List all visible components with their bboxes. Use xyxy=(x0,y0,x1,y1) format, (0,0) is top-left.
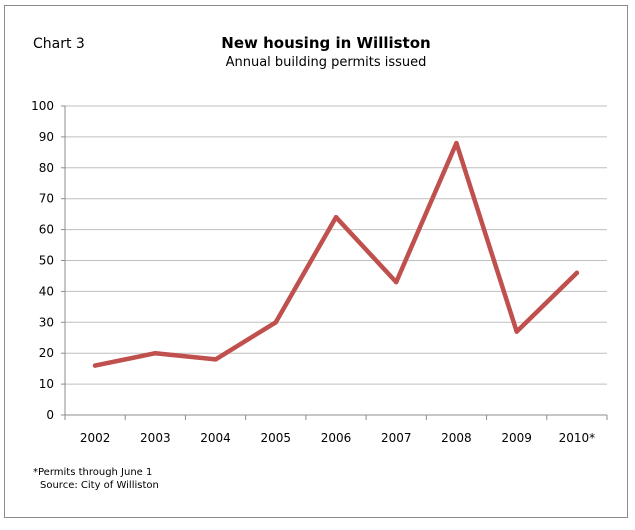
data-point xyxy=(454,140,459,146)
gridlines xyxy=(65,105,607,385)
x-tick-label: 2003 xyxy=(140,431,171,445)
x-tick-labels: 2002 2003 2004 2005 2006 2007 2008 2009 2010* xyxy=(80,431,595,445)
data-point xyxy=(333,215,339,220)
y-tick-label: 10 xyxy=(39,377,54,391)
x-tick-label: 2006 xyxy=(321,431,352,445)
axes xyxy=(61,105,608,420)
footnote: *Permits through June 1 xyxy=(33,467,153,478)
series-layer xyxy=(92,140,580,368)
chart-frame xyxy=(4,5,628,518)
chart-number: Chart 3 xyxy=(33,36,85,52)
data-point xyxy=(574,270,580,276)
y-tick-label: 0 xyxy=(46,408,54,422)
y-tick-labels: 0 10 20 30 40 50 60 70 80 90 100 xyxy=(31,99,54,422)
data-point xyxy=(213,357,218,362)
x-tick-label: 2005 xyxy=(261,431,292,445)
x-tick-label: 2008 xyxy=(441,431,472,445)
y-tick-label: 100 xyxy=(31,99,54,113)
data-point xyxy=(394,279,399,285)
x-tick-label: 2004 xyxy=(200,431,231,445)
y-tick-label: 70 xyxy=(39,192,54,206)
y-tick-label: 30 xyxy=(39,315,54,329)
x-tick-label: 2009 xyxy=(501,431,532,445)
y-tick-label: 90 xyxy=(39,130,54,144)
data-point xyxy=(514,329,519,334)
data-point xyxy=(153,351,158,356)
chart-subtitle: Annual building permits issued xyxy=(225,55,427,70)
data-point xyxy=(92,363,98,368)
series-line xyxy=(92,140,580,368)
y-tick-label: 60 xyxy=(39,223,54,237)
chart-title: New housing in Williston xyxy=(221,34,431,52)
y-tick-label: 80 xyxy=(39,161,54,175)
y-tick-label: 40 xyxy=(39,284,54,298)
y-tick-label: 50 xyxy=(39,254,54,268)
x-tick-label: 2007 xyxy=(381,431,412,445)
source-note: Source: City of Williston xyxy=(40,480,159,491)
x-tick-label: 2010* xyxy=(559,431,596,445)
data-point xyxy=(273,320,278,325)
x-tick-label: 2002 xyxy=(80,431,111,445)
y-tick-label: 20 xyxy=(39,346,54,360)
